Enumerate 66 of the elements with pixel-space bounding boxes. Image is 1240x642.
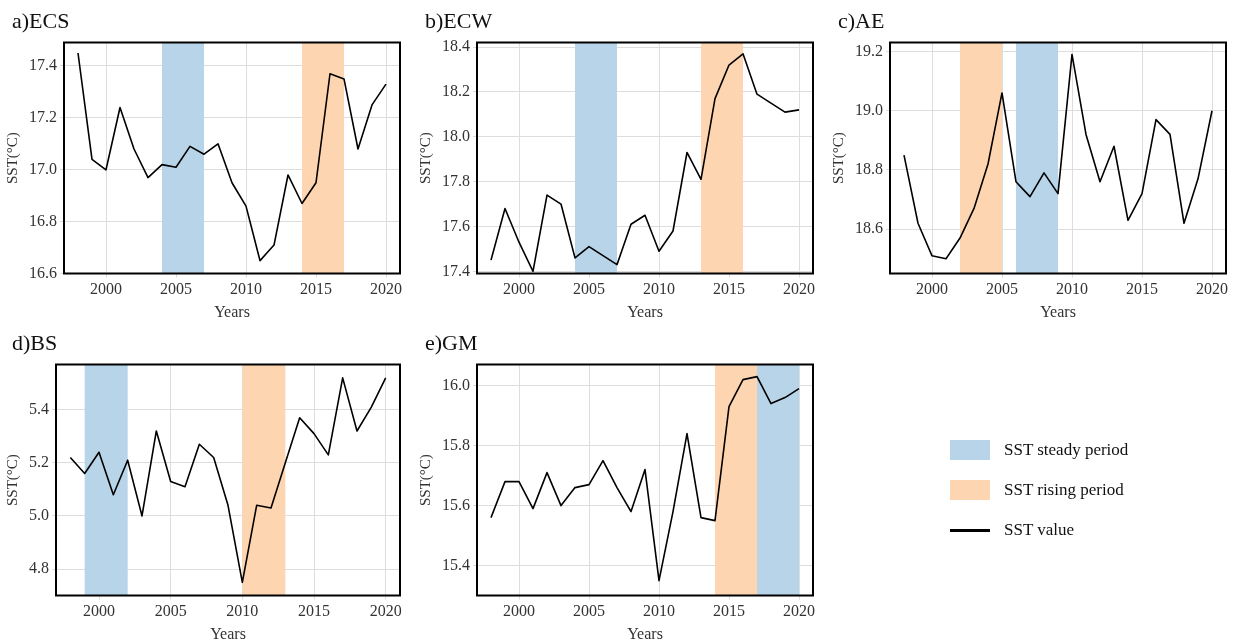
y-tick-label: 18.6 bbox=[855, 219, 883, 237]
y-tick-label: 18.4 bbox=[442, 37, 470, 55]
y-tick-label: 17.4 bbox=[29, 56, 57, 74]
y-axis-title: SST(°C) bbox=[416, 454, 434, 507]
legend-label: SST steady period bbox=[1004, 440, 1129, 460]
x-tick-label: 2000 bbox=[916, 280, 948, 298]
y-tick-label: 19.2 bbox=[855, 41, 883, 59]
x-tick-label: 2005 bbox=[154, 602, 187, 620]
y-axis-title: SST(°C) bbox=[3, 132, 21, 185]
x-tick-label: 2020 bbox=[783, 602, 815, 620]
x-tick-label: 2020 bbox=[370, 280, 402, 298]
chart-title: d)BS bbox=[12, 330, 58, 356]
y-tick-label: 17.6 bbox=[442, 216, 470, 234]
x-tick-label: 2000 bbox=[90, 280, 122, 298]
y-axis-title: SST(°C) bbox=[416, 132, 434, 185]
x-tick-label: 2015 bbox=[713, 602, 745, 620]
x-tick-label: 2020 bbox=[1196, 280, 1228, 298]
x-tick-label: 2015 bbox=[713, 280, 745, 298]
y-tick-label: 18.8 bbox=[855, 160, 883, 178]
x-tick-label: 2020 bbox=[369, 602, 402, 620]
y-tick-label: 16.0 bbox=[442, 375, 470, 393]
y-tick-label: 19.0 bbox=[855, 100, 883, 118]
y-tick-label: 17.0 bbox=[29, 159, 57, 177]
x-tick-label: 2000 bbox=[503, 602, 535, 620]
x-axis-title: Years bbox=[1040, 302, 1076, 320]
x-tick-label: 2015 bbox=[1126, 280, 1158, 298]
x-axis-title: Years bbox=[214, 302, 250, 320]
x-tick-label: 2000 bbox=[503, 280, 535, 298]
x-axis-title: Years bbox=[210, 624, 246, 642]
y-tick-label: 5.0 bbox=[29, 506, 49, 524]
chart-title: e)GM bbox=[425, 330, 478, 356]
y-tick-label: 16.8 bbox=[29, 211, 57, 229]
chart-title: c)AE bbox=[838, 8, 885, 34]
x-tick-label: 2015 bbox=[300, 280, 332, 298]
x-axis-title: Years bbox=[627, 302, 663, 320]
x-tick-label: 2015 bbox=[298, 602, 330, 620]
x-tick-label: 2010 bbox=[1056, 280, 1088, 298]
y-tick-label: 15.4 bbox=[442, 555, 470, 573]
y-tick-label: 18.2 bbox=[442, 82, 470, 100]
y-tick-label: 4.8 bbox=[29, 559, 49, 577]
y-tick-label: 5.4 bbox=[29, 399, 49, 417]
x-tick-label: 2010 bbox=[226, 602, 259, 620]
x-tick-label: 2010 bbox=[643, 280, 675, 298]
legend-label: SST rising period bbox=[1004, 480, 1124, 500]
y-tick-label: 17.8 bbox=[442, 171, 470, 189]
y-tick-label: 16.6 bbox=[29, 263, 57, 281]
y-tick-label: 17.4 bbox=[442, 261, 470, 279]
chart-title: a)ECS bbox=[12, 8, 70, 34]
x-tick-label: 2000 bbox=[83, 602, 115, 620]
x-tick-label: 2005 bbox=[573, 602, 605, 620]
y-tick-label: 18.0 bbox=[442, 127, 470, 144]
y-tick-label: 5.2 bbox=[29, 453, 49, 471]
chart-title: b)ECW bbox=[425, 8, 493, 34]
y-tick-label: 15.8 bbox=[442, 435, 470, 453]
x-tick-label: 2010 bbox=[643, 602, 675, 620]
x-tick-label: 2005 bbox=[573, 280, 605, 298]
x-tick-label: 2020 bbox=[783, 280, 815, 298]
x-tick-label: 2005 bbox=[986, 280, 1018, 298]
y-tick-label: 17.2 bbox=[29, 108, 57, 126]
x-tick-label: 2005 bbox=[160, 280, 192, 298]
legend-label: SST value bbox=[1004, 520, 1075, 540]
y-axis-title: SST(°C) bbox=[829, 132, 847, 185]
y-axis-title: SST(°C) bbox=[3, 454, 21, 507]
x-axis-title: Years bbox=[627, 624, 663, 642]
y-tick-label: 15.6 bbox=[442, 495, 470, 513]
x-tick-label: 2010 bbox=[230, 280, 262, 298]
